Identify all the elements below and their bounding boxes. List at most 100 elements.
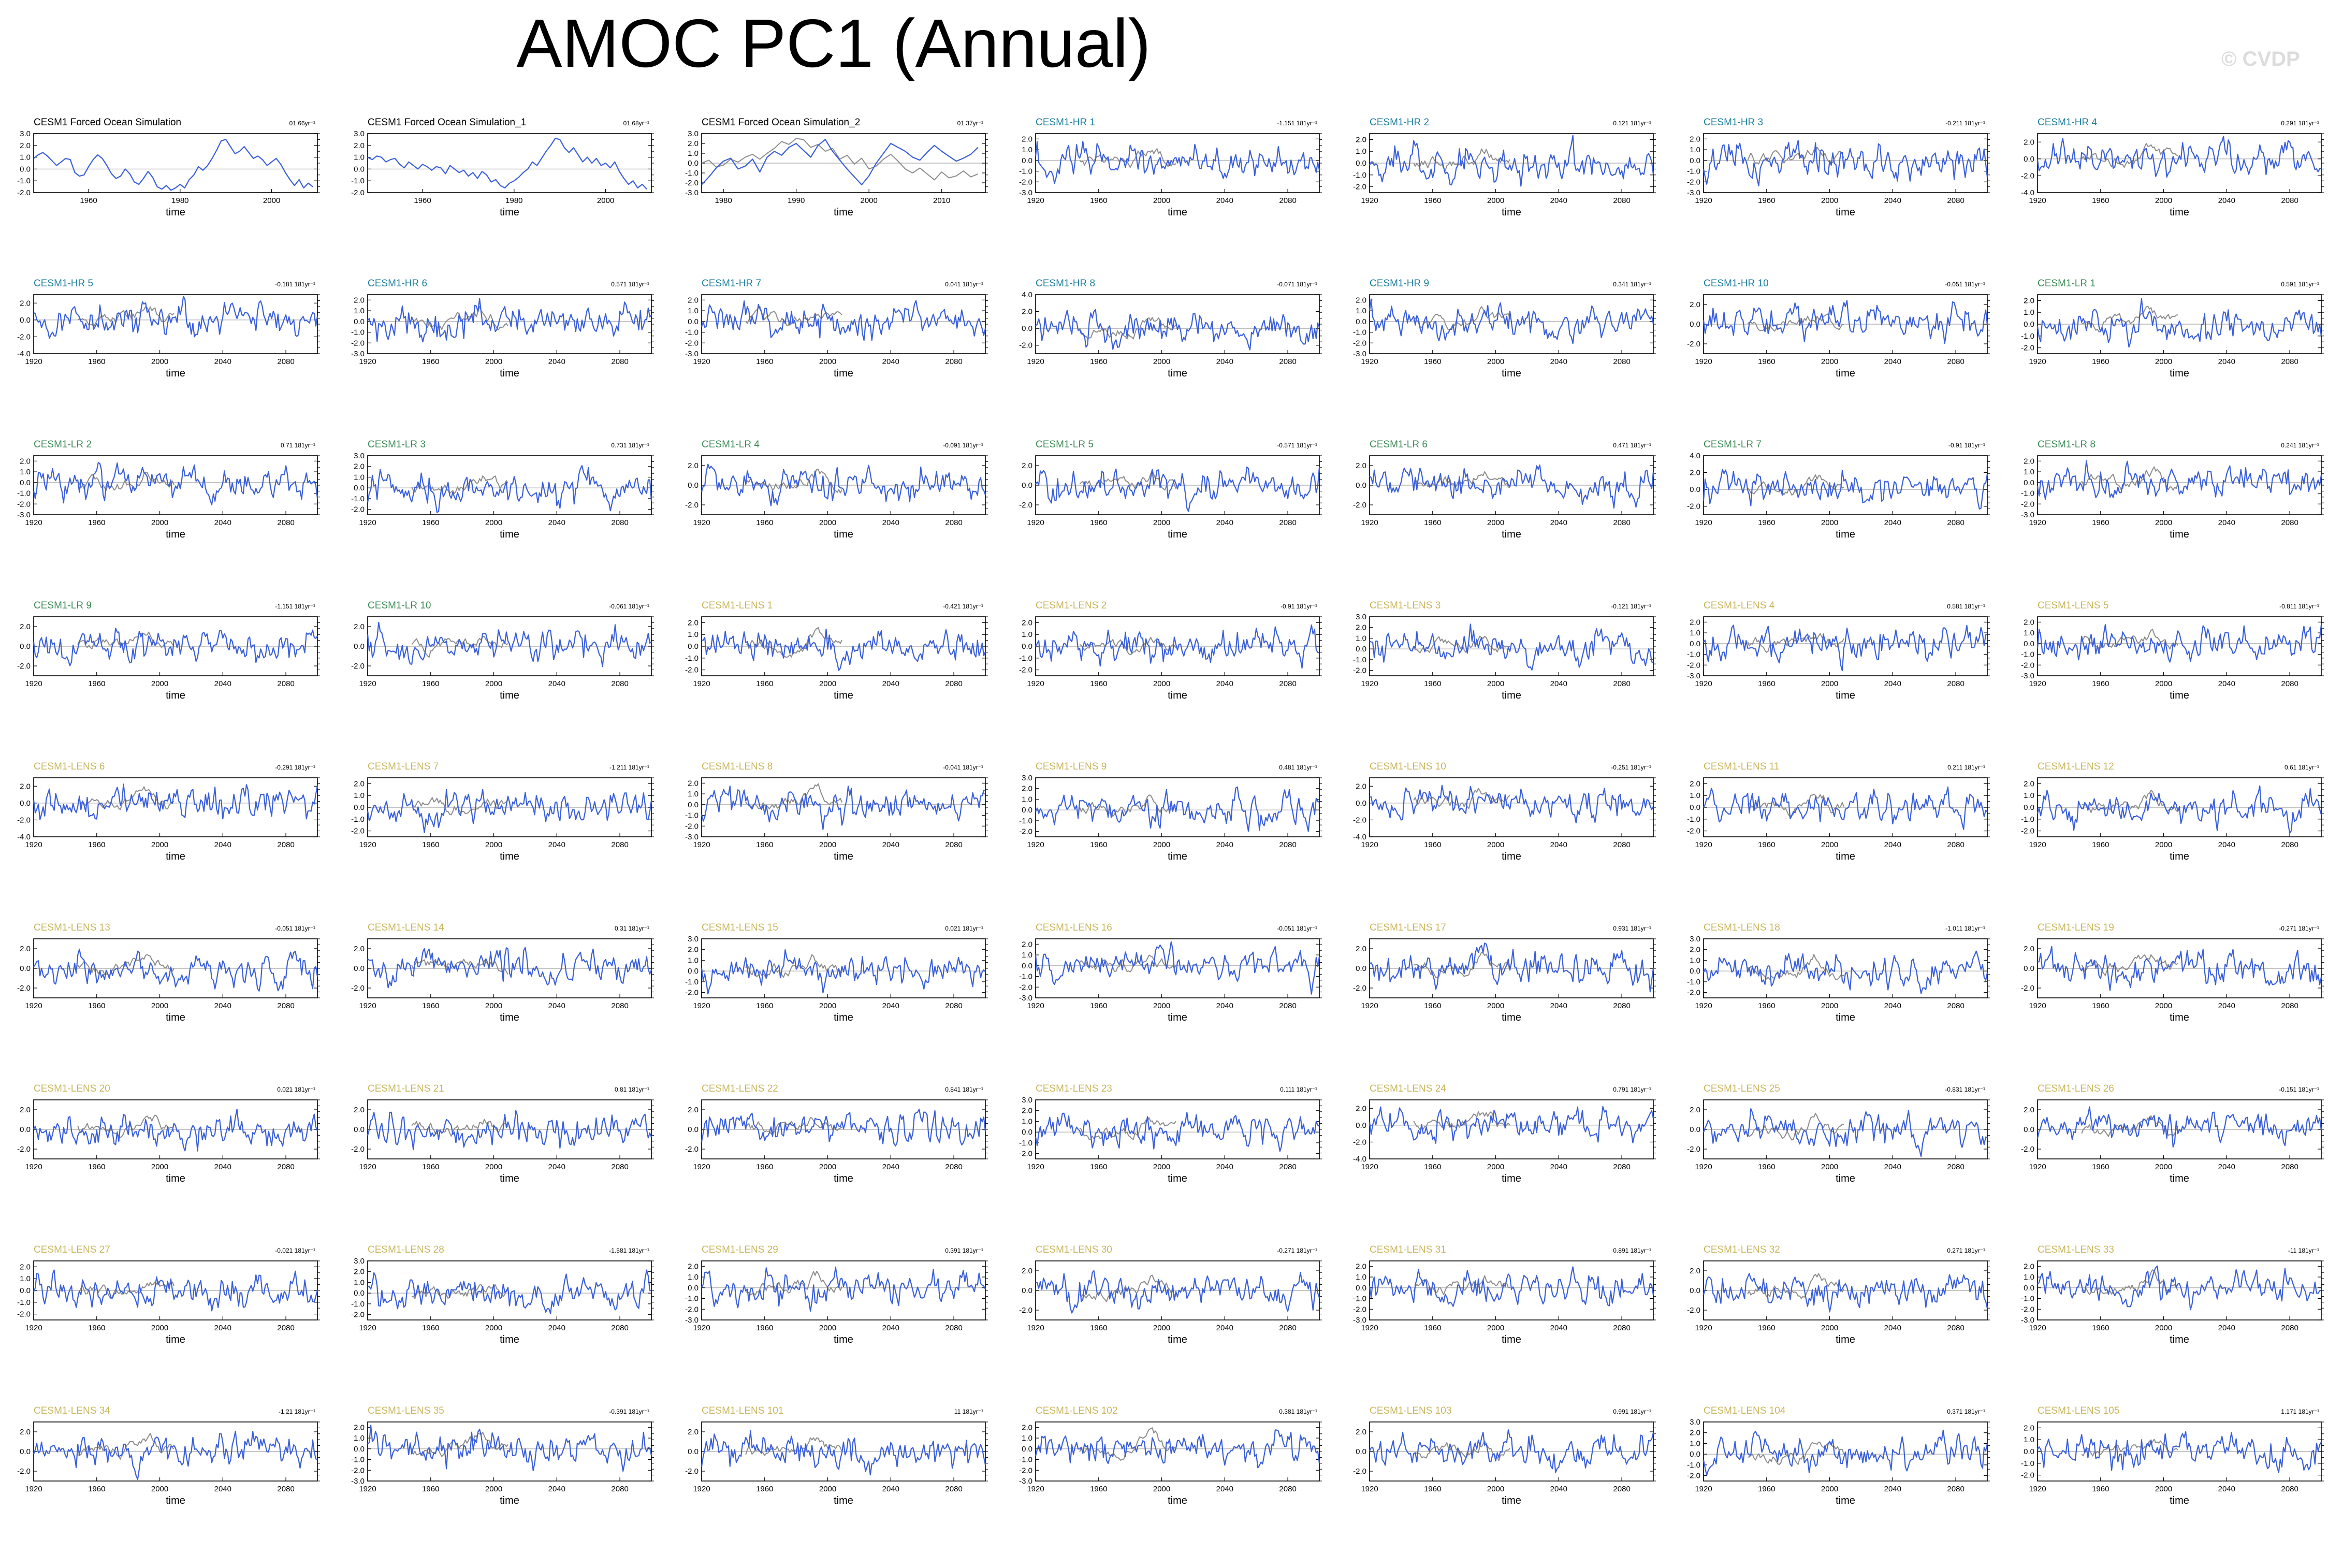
x-tick-label: 1920 [1695, 196, 1712, 205]
x-tick-label: 1960 [1758, 840, 1775, 849]
x-tick-label: 2080 [1613, 1485, 1630, 1493]
x-tick-label: 1960 [80, 196, 97, 205]
y-tick-label: -1.0 [1019, 1139, 1032, 1148]
y-tick-label: -2.0 [1353, 1138, 1366, 1146]
y-tick-label: -2.0 [2021, 1145, 2034, 1154]
x-tick-label: 2040 [548, 1485, 565, 1493]
y-tick-label: -2.0 [685, 822, 699, 831]
y-tick-label: -2.0 [685, 501, 699, 510]
y-tick-label: 1.0 [1356, 1273, 1366, 1282]
y-tick-label: -2.0 [351, 188, 365, 197]
x-tick-label: 2040 [2218, 1001, 2235, 1010]
y-tick-label: -1.0 [1353, 171, 1366, 180]
chart-panel: CESM1-LENS 17 0.931 181yr⁻¹ 2.0 0.0 -2.0 1920… [1353, 922, 1656, 1023]
y-tick-label: 2.0 [1022, 308, 1032, 316]
panel-title: CESM1-HR 2 [1370, 117, 1429, 128]
x-tick-label: 2040 [882, 357, 899, 366]
x-tick-label: 2080 [1613, 679, 1630, 688]
x-tick-label: 2040 [2218, 196, 2235, 205]
panel-trend-label: 0.021 181yr⁻¹ [945, 925, 983, 932]
y-tick-label: 2.0 [1690, 469, 1700, 477]
x-tick-label: 1920 [25, 1324, 42, 1332]
x-axis-label: time [1836, 851, 1855, 862]
panel-title: CESM1-LR 10 [368, 600, 431, 611]
x-tick-label: 1920 [693, 840, 710, 849]
chart-panel: CESM1-LR 1 0.591 181yr⁻¹ 2.0 1.0 0.0 -1.0 -2.0… [2021, 278, 2324, 379]
panel-trend-label: -0.041 181yr⁻¹ [943, 764, 983, 771]
y-tick-label: 2.0 [1356, 1428, 1366, 1436]
chart-panel: CESM1-LENS 14 0.31 181yr⁻¹ 2.0 0.0 -2.0 1920 1… [351, 922, 654, 1023]
y-tick-label: 2.0 [20, 299, 31, 308]
y-tick-label: -2.0 [351, 984, 365, 993]
y-tick-label: 0.0 [2024, 1447, 2034, 1456]
y-tick-label: 0.0 [1690, 803, 1700, 812]
x-tick-label: 2040 [1550, 357, 1567, 366]
x-axis-label: time [166, 529, 185, 540]
x-tick-label: 2040 [2218, 1163, 2235, 1171]
panel-trend-label: -0.181 181yr⁻¹ [275, 281, 315, 288]
x-tick-label: 2040 [214, 518, 231, 527]
panel-trend-label: -1.151 181yr⁻¹ [275, 603, 315, 610]
y-tick-label: -2.0 [1019, 178, 1032, 186]
x-tick-label: 1920 [1361, 1324, 1378, 1332]
model-series-line [1703, 625, 1988, 672]
y-tick-label: -2.0 [17, 1145, 31, 1154]
x-tick-label: 1960 [422, 518, 439, 527]
y-tick-label: -3.0 [17, 511, 31, 519]
panel-trend-label: 0.841 181yr⁻¹ [945, 1086, 983, 1093]
x-tick-label: 2080 [2281, 1324, 2298, 1332]
x-tick-label: 1960 [2092, 1324, 2109, 1332]
x-tick-label: 1960 [1424, 1001, 1441, 1010]
y-tick-label: 2.0 [354, 1106, 365, 1114]
x-tick-label: 2080 [2281, 1485, 2298, 1493]
chart-panel: CESM1-LENS 4 0.581 181yr⁻¹ 2.0 1.0 0.0 -1.0 -2… [1687, 600, 1990, 701]
model-series-line [367, 1269, 652, 1314]
x-tick-label: 1960 [88, 518, 105, 527]
x-tick-label: 2000 [2155, 518, 2172, 527]
x-tick-label: 2000 [2155, 679, 2172, 688]
y-tick-label: 1.0 [354, 473, 365, 482]
x-axis-label: time [834, 529, 853, 540]
panel-trend-label: 0.61 181yr⁻¹ [2285, 764, 2319, 771]
reference-series-line [1747, 474, 1844, 496]
y-tick-label: -2.0 [351, 505, 365, 514]
panel-title: CESM1-LENS 16 [1036, 922, 1112, 933]
x-tick-label: 2040 [1216, 518, 1233, 527]
x-tick-label: 1920 [359, 1163, 376, 1171]
y-tick-label: 0.0 [688, 967, 699, 976]
y-tick-label: 1.0 [1022, 951, 1032, 960]
x-tick-label: 2040 [214, 679, 231, 688]
panel-trend-label: -0.071 181yr⁻¹ [1277, 281, 1317, 288]
y-tick-label: 0.0 [20, 1286, 31, 1295]
y-tick-label: -1.0 [1353, 328, 1366, 337]
model-series-line [701, 1266, 986, 1312]
panel-trend-label: -0.091 181yr⁻¹ [943, 442, 983, 449]
y-tick-label: 2.0 [2024, 945, 2034, 953]
x-axis-label: time [1168, 1334, 1187, 1345]
chart-panel: CESM1-LENS 23 0.111 181yr⁻¹ 3.0 2.0 1.0 0.0 -1… [1019, 1083, 1322, 1184]
x-axis-label: time [1836, 690, 1855, 701]
x-tick-label: 1960 [1758, 1163, 1775, 1171]
y-tick-label: 2.0 [688, 946, 699, 954]
chart-panel: CESM1-LENS 8 -0.041 181yr⁻¹ 2.0 1.0 0.0 -1.0 -… [685, 761, 988, 862]
panel-title: CESM1-LENS 22 [702, 1083, 778, 1094]
model-series-line [2036, 624, 2322, 663]
chart-panel: CESM1-LR 6 0.471 181yr⁻¹ 2.0 0.0 -2.0 1920 196… [1353, 439, 1656, 540]
panel-title: CESM1-LENS 14 [368, 922, 444, 933]
x-tick-label: 2080 [1279, 840, 1296, 849]
x-tick-label: 1920 [2029, 679, 2046, 688]
model-series-line [701, 785, 986, 830]
x-tick-label: 2000 [1153, 1324, 1170, 1332]
chart-panel: CESM1 Forced Ocean Simulation 01.66yr⁻¹ 3.… [17, 117, 320, 218]
x-tick-label: 2040 [1550, 840, 1567, 849]
x-tick-label: 1960 [756, 1001, 773, 1010]
x-tick-label: 2040 [882, 1485, 899, 1493]
panel-title: CESM1 Forced Ocean Simulation_2 [702, 117, 860, 128]
y-tick-label: 0.0 [1690, 640, 1700, 648]
x-tick-label: 2000 [485, 840, 502, 849]
x-tick-label: 2080 [611, 518, 628, 527]
model-series-line [367, 298, 652, 343]
model-series-line [1035, 1270, 1320, 1314]
x-tick-label: 2000 [1487, 840, 1504, 849]
x-tick-label: 2000 [1487, 1163, 1504, 1171]
